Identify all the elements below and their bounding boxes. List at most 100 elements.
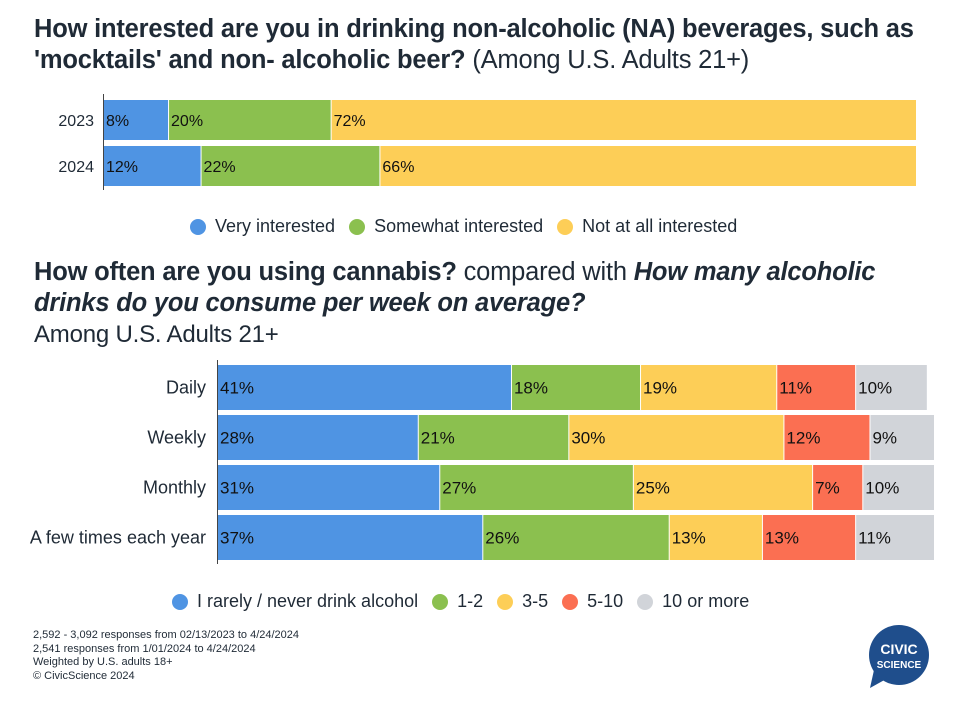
legend-swatch [637,593,654,610]
legend-item-very-interested: Very interested [190,216,335,237]
data-label: 10% [865,479,899,498]
top-chart-legend: Very interested Somewhat interested Not at… [190,216,751,237]
bar-segment-somewhat-interested [169,100,331,140]
legend-label: Not at all interested [582,216,738,236]
data-label: 41% [220,379,254,398]
legend-label: I rarely / never drink alcohol [197,591,419,611]
category-label: A few times each year [30,528,206,548]
data-label: 12% [106,159,138,176]
bottom-chart-title-italic: How many alcoholic drinks do you consume… [34,258,876,317]
data-label: 19% [643,379,677,398]
data-label: 13% [765,529,799,548]
top-chart-title: How interested are you in drinking non-a… [34,14,954,76]
bottom-chart-title-mid: compared with [456,258,634,286]
bar-segment-not-at-all-interested [380,146,916,186]
footnotes: 2,592 - 3,092 responses from 02/13/2023 … [33,629,299,683]
legend-swatch [497,593,514,610]
data-label: 72% [334,113,366,130]
legend-swatch [432,593,449,610]
legend-item-not-at-all-interested: Not at all interested [557,216,737,237]
category-label: 2024 [58,159,94,176]
data-label: 26% [485,529,519,548]
bottom-chart-legend: I rarely / never drink alcohol 1-2 3-5 5-10… [172,591,763,612]
logo-badge [869,625,929,685]
bottom-chart-title: How often are you using cannabis? compar… [34,257,954,350]
legend-swatch [349,218,366,235]
legend-swatch [562,593,579,610]
legend-item-1-2: 1-2 [432,591,483,612]
top-chart: 2023 8% 20% 72% 2024 12% 22% 66% [58,94,916,190]
data-label: 25% [636,479,670,498]
category-label: Monthly [143,478,206,498]
bar-segment-5-10 [777,365,856,410]
data-label: 18% [514,379,548,398]
bar-segment-i-rarely-never-drink-alcohol [218,465,440,510]
civicscience-logo: CIVIC SCIENCE [869,625,929,688]
bar-segment-not-at-all-interested [331,100,916,140]
logo-tail [870,670,888,688]
legend-swatch [172,593,188,610]
logo-word-civic: CIVIC [880,641,917,657]
data-label: 30% [571,429,605,448]
data-label: 20% [171,113,203,130]
bar-segment-1-2 [483,515,669,560]
bar-segment-i-rarely-never-drink-alcohol [218,415,418,460]
bottom-chart: Daily 41% 18% 19% 11% 10% Weekly 28% 21% 30% 12% 9%… [30,360,934,564]
category-label: 2023 [58,113,94,130]
footnote-line: 2,541 responses from 1/01/2024 to 4/24/2… [33,642,256,655]
footnote-line: Weighted by U.S. adults 18+ [33,656,173,668]
bar-segment-3-5 [569,415,784,460]
top-chart-title-note: (Among U.S. Adults 21+) [472,46,750,74]
bar-segment-very-interested [104,146,201,186]
bar-segment-10-or-more [863,465,934,510]
legend-label: Somewhat interested [374,216,544,236]
legend-label: 10 or more [662,591,750,611]
legend-item-i-rarely-never-drink-alcohol: I rarely / never drink alcohol [172,591,418,612]
logo-word-science: SCIENCE [877,660,922,671]
data-label: 27% [442,479,476,498]
legend-swatch [557,218,574,235]
data-label: 13% [672,529,706,548]
data-label: 37% [220,529,254,548]
legend-label: 5-10 [587,591,624,611]
bar-segment-10-or-more [870,415,934,460]
legend-label: 1-2 [457,591,484,611]
legend-item-3-5: 3-5 [497,591,548,612]
bar-segment-1-2 [418,415,569,460]
data-label: 28% [220,429,254,448]
data-label: 31% [220,479,254,498]
legend-label: 3-5 [522,591,549,611]
data-label: 66% [382,159,414,176]
bar-segment-somewhat-interested [201,146,380,186]
legend-swatch [190,218,206,235]
bar-segment-i-rarely-never-drink-alcohol [218,365,511,410]
bottom-chart-title-bold: How often are you using cannabis? [34,258,457,286]
legend-item-5-10: 5-10 [562,591,623,612]
data-label: 21% [421,429,455,448]
bar-segment-3-5 [633,465,813,510]
bar-segment-5-10 [813,465,863,510]
bottom-chart-subtitle: Among U.S. Adults 21+ [34,321,279,348]
bar-segment-5-10 [762,515,856,560]
category-label: Weekly [147,428,206,448]
data-label: 11% [779,379,812,398]
data-label: 11% [858,529,891,548]
bar-segment-5-10 [784,415,870,460]
bar-segment-1-2 [440,465,633,510]
footnote-line: 2,592 - 3,092 responses from 02/13/2023 … [33,629,300,641]
legend-item-somewhat-interested: Somewhat interested [349,216,543,237]
category-label: Daily [166,378,206,398]
data-label: 12% [786,429,820,448]
bar-segment-10-or-more [856,515,934,560]
bar-segment-3-5 [669,515,762,560]
data-label: 10% [858,379,892,398]
bar-segment-very-interested [104,100,169,140]
data-label: 8% [106,113,129,130]
data-label: 7% [815,479,840,498]
data-label: 22% [204,159,236,176]
top-chart-title-bold: How interested are you in drinking non-a… [34,15,914,74]
footnote-line: © CivicScience 2024 [33,669,135,682]
legend-item-10-or-more: 10 or more [637,591,749,612]
legend-label: Very interested [215,216,336,236]
